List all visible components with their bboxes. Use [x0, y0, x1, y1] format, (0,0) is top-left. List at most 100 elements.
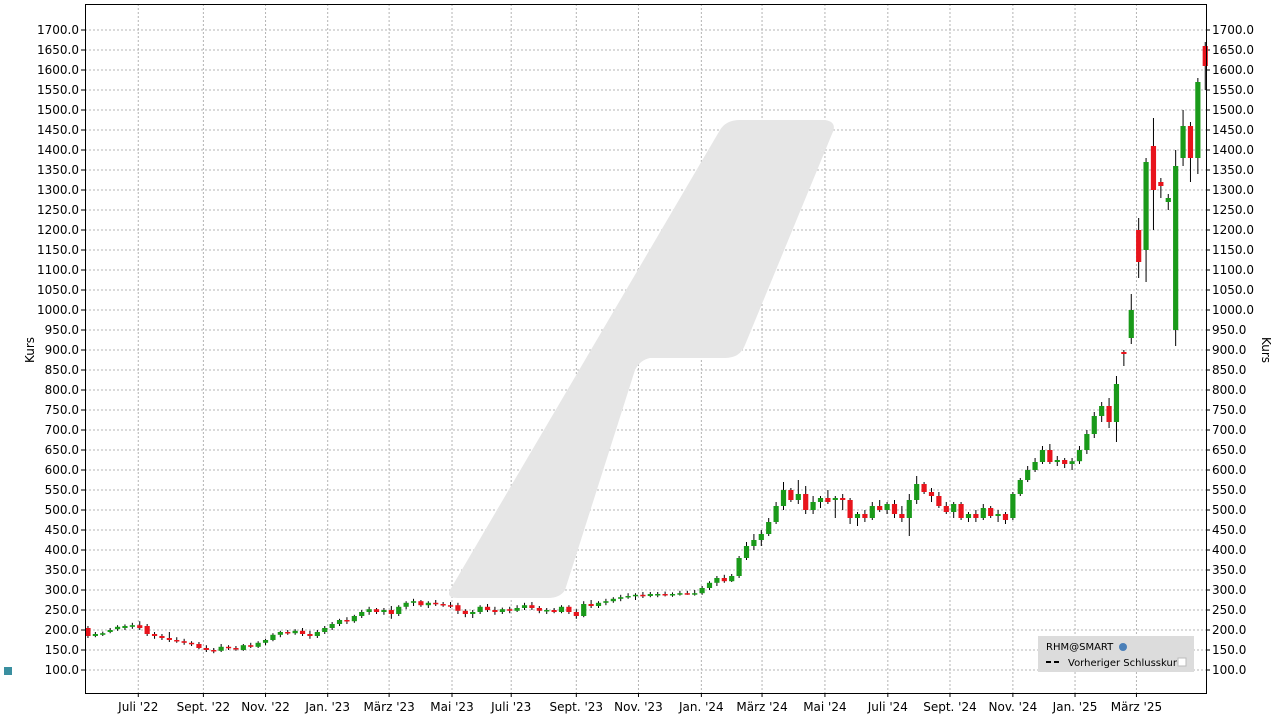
y-tick-label: 600.0	[45, 463, 79, 477]
candle-body	[840, 498, 846, 500]
x-tick-label: Juli '22	[117, 700, 158, 714]
candle-body	[1054, 460, 1060, 462]
candle-body	[344, 620, 350, 622]
candle-body	[1143, 162, 1149, 250]
candle-body	[122, 626, 128, 628]
candle-body	[1121, 352, 1127, 354]
candle-body	[100, 633, 106, 635]
candle-body	[625, 596, 631, 598]
candle-body	[1165, 198, 1171, 202]
candle-body	[1047, 450, 1053, 462]
x-tick-label: Jan. '24	[678, 700, 724, 714]
y-tick-label: 800.0	[45, 383, 79, 397]
y-tick-label: 400.0	[45, 543, 79, 557]
candle-body	[1113, 384, 1120, 422]
candle-body	[166, 638, 172, 640]
candle-body	[558, 606, 565, 612]
x-tick-label: Jan. '23	[304, 700, 350, 714]
legend-box	[1038, 636, 1194, 672]
y2-tick-label: 350.0	[1212, 563, 1246, 577]
candle-body	[529, 605, 535, 608]
candle-body	[248, 645, 254, 647]
candle-body	[736, 558, 742, 576]
candle-body	[884, 504, 890, 510]
candle-body	[573, 612, 579, 616]
candle-body	[551, 610, 557, 612]
candle-body	[388, 610, 394, 614]
candle-body	[899, 514, 905, 518]
y2-tick-label: 700.0	[1212, 423, 1246, 437]
candle-body	[196, 644, 202, 648]
candle-body	[714, 578, 720, 583]
candle-body	[285, 632, 291, 634]
candle-body	[359, 612, 365, 616]
candle-body	[329, 624, 335, 628]
candle-body	[632, 594, 639, 597]
y2-tick-label: 1100.0	[1212, 263, 1254, 277]
candle-body	[832, 498, 838, 500]
candle-body	[965, 514, 972, 518]
y2-tick-label: 150.0	[1212, 643, 1246, 657]
candle-body	[995, 514, 1001, 516]
y-tick-label: 100.0	[45, 663, 79, 677]
candle-body	[647, 594, 653, 596]
candle-body	[1062, 460, 1068, 464]
plot-frame	[85, 4, 1207, 694]
y2-tick-label: 1650.0	[1212, 43, 1254, 57]
candle-body	[958, 504, 964, 518]
candle-body	[396, 606, 402, 614]
y2-tick-label: 850.0	[1212, 363, 1246, 377]
y-tick-label: 750.0	[45, 403, 79, 417]
legend-icon[interactable]	[1119, 643, 1127, 651]
legend: RHM@SMART Vorheriger Schlusskurs	[1038, 636, 1194, 672]
y2-tick-label: 250.0	[1212, 603, 1246, 617]
candle-body	[936, 496, 942, 506]
candle-body	[780, 490, 787, 506]
y-tick-label: 300.0	[45, 583, 79, 597]
candle-body	[1150, 146, 1157, 190]
candle-body	[906, 500, 912, 518]
candle-body	[788, 490, 794, 500]
y-tick-label: 150.0	[45, 643, 79, 657]
candle-body	[418, 601, 424, 606]
candle-body	[277, 632, 283, 635]
y-tick-label: 1100.0	[37, 263, 79, 277]
y-tick-label: 950.0	[45, 323, 79, 337]
legend-checkbox[interactable]	[1177, 657, 1187, 667]
candle-body	[292, 630, 298, 634]
candle-body	[951, 504, 957, 512]
candle-body	[743, 546, 750, 558]
y2-tick-label: 1050.0	[1212, 283, 1254, 297]
candle-body	[692, 593, 698, 595]
y2-tick-label: 1700.0	[1212, 23, 1254, 37]
candle-body	[373, 609, 380, 612]
candle-body	[174, 640, 180, 642]
x-tick-label: Jan. '25	[1052, 700, 1098, 714]
y-tick-label: 1450.0	[37, 123, 79, 137]
candle-body	[129, 625, 135, 627]
y2-tick-label: 1550.0	[1212, 83, 1254, 97]
x-tick-label: Sept. '24	[923, 700, 977, 714]
y-tick-label: 900.0	[45, 343, 79, 357]
candle-body	[1039, 450, 1046, 462]
candle-body	[270, 634, 276, 640]
candle-body	[566, 606, 572, 612]
y2-tick-label: 1400.0	[1212, 143, 1254, 157]
side-icon[interactable]	[4, 667, 12, 675]
candle-body	[1017, 480, 1023, 494]
y-tick-label: 1200.0	[37, 223, 79, 237]
candle-body	[610, 598, 616, 602]
candle-body	[381, 610, 387, 612]
candle-body	[1010, 494, 1016, 518]
y2-tick-label: 1350.0	[1212, 163, 1254, 177]
x-tick-label: Nov. '22	[241, 700, 290, 714]
candle-body	[255, 642, 261, 647]
candle-body	[640, 594, 646, 597]
legend-title: RHM@SMART	[1046, 642, 1114, 653]
x-tick-label: März '25	[1111, 700, 1162, 714]
candle-body	[181, 641, 187, 643]
candle-body	[107, 630, 113, 632]
y2-tick-label: 400.0	[1212, 543, 1246, 557]
candle-body	[1002, 514, 1009, 520]
candle-body	[492, 610, 498, 612]
